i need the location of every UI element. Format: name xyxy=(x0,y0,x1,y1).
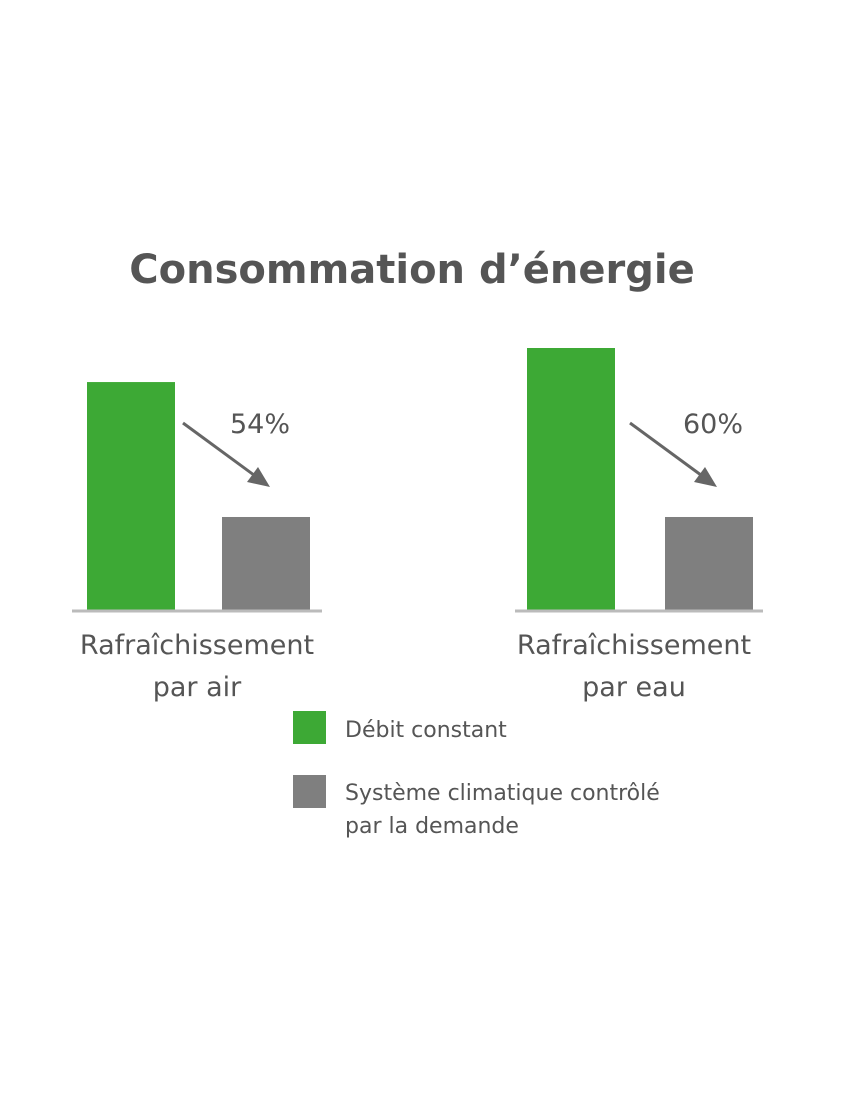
reduction-arrow-left xyxy=(182,421,270,487)
chart-title: Consommation d’énergie xyxy=(129,247,694,293)
annotation-left: 54% xyxy=(230,409,290,440)
category-label-1-line2: par eau xyxy=(582,672,686,703)
annotation-right: 60% xyxy=(683,409,743,440)
legend-label-1-line2: par la demande xyxy=(345,814,519,839)
legend-label-1-line1: Système climatique contrôlé xyxy=(345,781,660,806)
bar-series0-category0 xyxy=(87,382,175,610)
legend: Débit constant Système climatique contrô… xyxy=(293,711,660,839)
legend-label-0: Débit constant xyxy=(345,718,507,743)
category-label-0-line2: par air xyxy=(153,672,242,703)
bar-series0-category1 xyxy=(527,348,615,610)
category-label-1-line1: Rafraîchissement xyxy=(517,630,751,661)
bar-series1-category0 xyxy=(222,516,310,610)
legend-swatch-0 xyxy=(293,711,326,744)
category-label-0-line1: Rafraîchissement xyxy=(80,630,314,661)
reduction-arrow-right xyxy=(629,421,717,487)
legend-swatch-1 xyxy=(293,775,326,808)
bar-series1-category1 xyxy=(665,516,753,610)
